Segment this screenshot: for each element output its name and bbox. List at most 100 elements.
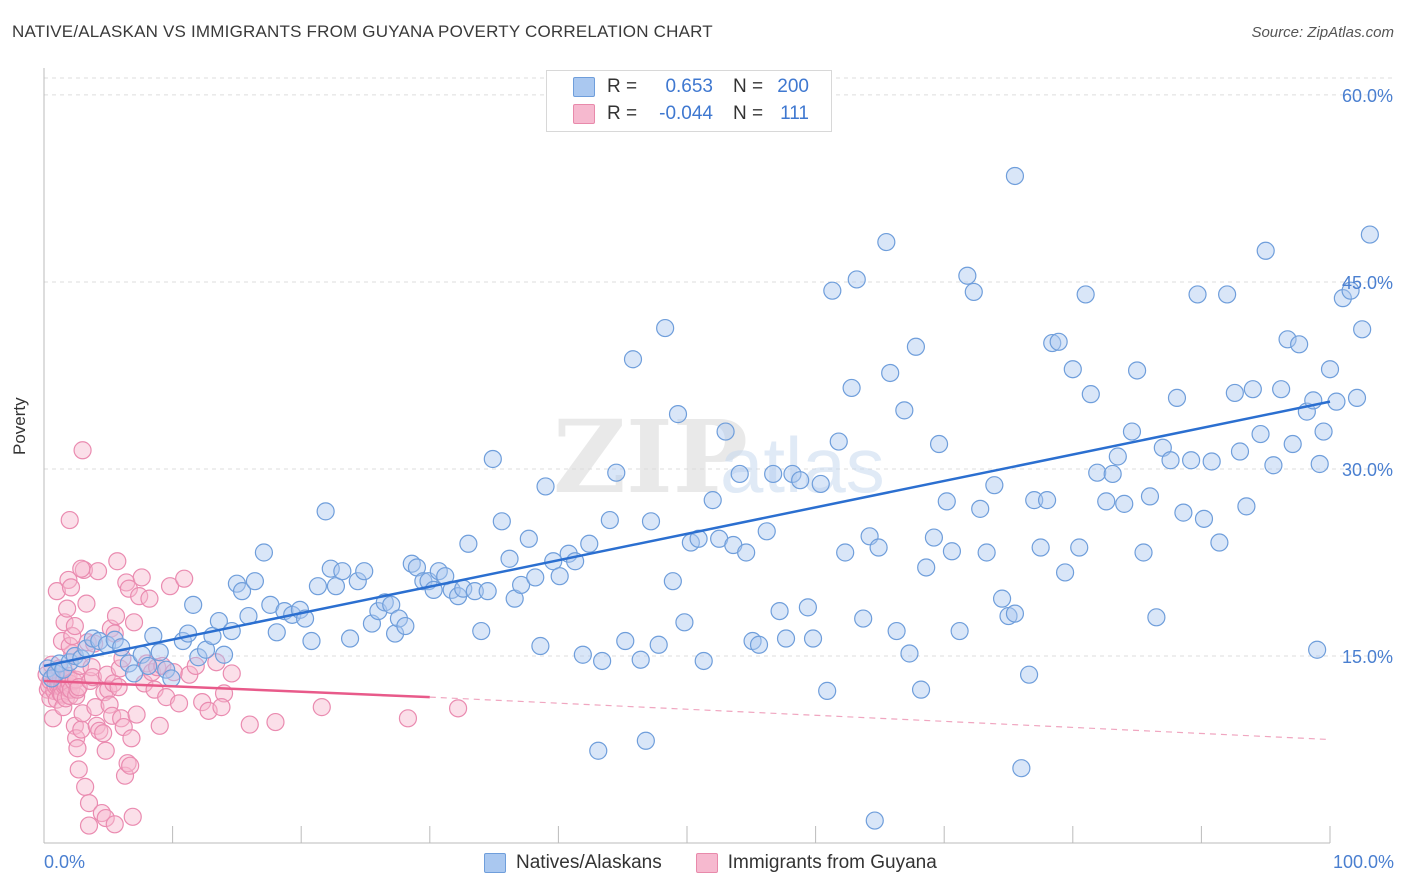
natives-point [1140, 487, 1160, 506]
natives-point [900, 644, 919, 663]
natives-point [977, 543, 996, 562]
natives-point [478, 582, 497, 601]
pink-swatch [695, 853, 718, 873]
natives-point [139, 656, 158, 676]
natives-point [1088, 463, 1107, 482]
legend-row-natives: R = 0.653 N = 200 [547, 74, 809, 100]
natives-point [178, 624, 198, 643]
legend-label-guyana: Immigrants from Guyana [727, 852, 937, 873]
r-value-natives: 0.653 [665, 76, 713, 97]
natives-point [245, 572, 265, 591]
natives-point [162, 669, 181, 688]
natives-point [649, 635, 668, 654]
natives-point [881, 363, 900, 383]
natives-point [254, 543, 274, 562]
natives-point [214, 645, 234, 664]
natives-point [1360, 225, 1379, 244]
y-tick-label: 30.0% [1342, 460, 1393, 480]
guyana-point [88, 562, 108, 581]
natives-point [865, 811, 884, 830]
natives-point [1043, 333, 1062, 353]
blue-swatch [484, 853, 506, 873]
guyana-point [448, 699, 468, 718]
natives-point [1037, 491, 1057, 510]
guyana-point [122, 729, 141, 748]
natives-point [623, 350, 643, 369]
natives-point [150, 643, 169, 662]
natives-point [267, 623, 286, 642]
guyana-point [160, 577, 180, 596]
legend-item-guyana[interactable]: Immigrants from Guyana [695, 852, 937, 874]
guyana-point [61, 578, 81, 597]
natives-point [593, 651, 612, 671]
natives-point [321, 559, 340, 578]
natives-point [842, 378, 861, 398]
natives-point [937, 492, 956, 511]
guyana-point [96, 741, 115, 760]
natives-point [1290, 335, 1309, 354]
natives-point [1327, 392, 1346, 411]
guyana-point [150, 716, 169, 735]
guyana-point [123, 807, 142, 826]
guyana-point [398, 709, 418, 728]
natives-point [1347, 388, 1367, 408]
natives-point [333, 562, 352, 581]
x-tick-min: 0.0% [44, 852, 86, 872]
natives-point [675, 613, 694, 632]
natives-point [656, 318, 675, 338]
natives-point [641, 512, 661, 531]
natives-point [1278, 330, 1297, 349]
guyana-point [132, 568, 151, 587]
natives-point [847, 270, 866, 289]
n-label: N = [733, 76, 764, 97]
natives-point [607, 463, 626, 482]
natives-point [811, 474, 830, 494]
natives-point [316, 502, 335, 521]
guyana-point [118, 754, 137, 773]
natives-point [340, 629, 360, 648]
blue-swatch [573, 77, 595, 97]
natives-point [730, 464, 749, 484]
guyana-point [109, 678, 128, 697]
series-legend: Natives/Alaskans Immigrants from Guyana [484, 852, 971, 874]
natives-point [1218, 285, 1237, 304]
natives-point [1333, 289, 1352, 308]
guyana-point [240, 715, 259, 734]
natives-point [308, 577, 328, 596]
guyana-point [47, 582, 66, 601]
natives-point [396, 616, 415, 636]
natives-point [157, 660, 176, 679]
natives-point [829, 432, 848, 451]
natives-point [770, 601, 789, 621]
natives-point [737, 543, 756, 562]
natives-point [992, 589, 1012, 608]
natives-point [1225, 383, 1244, 403]
natives-point [950, 621, 969, 641]
watermark-zip: ZIP [553, 398, 748, 516]
natives-point [776, 629, 796, 648]
guyana-point [76, 777, 95, 796]
guyana-point [79, 794, 99, 813]
natives-point [887, 621, 906, 641]
natives-point [636, 731, 655, 750]
natives-alaskans-points [38, 166, 1379, 830]
natives-point [119, 654, 138, 673]
natives-point [573, 645, 592, 664]
natives-point [1097, 492, 1116, 511]
natives-point [1134, 543, 1153, 562]
natives-point [1055, 563, 1075, 582]
natives-point [1202, 452, 1221, 471]
legend-row-guyana: R = -0.044 N = 111 [547, 101, 809, 127]
guyana-point [105, 815, 124, 834]
guyana-point [58, 599, 77, 618]
guyana-point [43, 709, 63, 728]
guyana-point [119, 579, 138, 598]
natives-point [668, 405, 688, 424]
immigrants-guyana-points [37, 441, 468, 835]
legend-item-natives[interactable]: Natives/Alaskans [484, 852, 662, 874]
natives-point [1243, 380, 1262, 399]
natives-point [917, 558, 936, 577]
natives-trend-line [43, 400, 1331, 668]
natives-point [1167, 388, 1187, 408]
